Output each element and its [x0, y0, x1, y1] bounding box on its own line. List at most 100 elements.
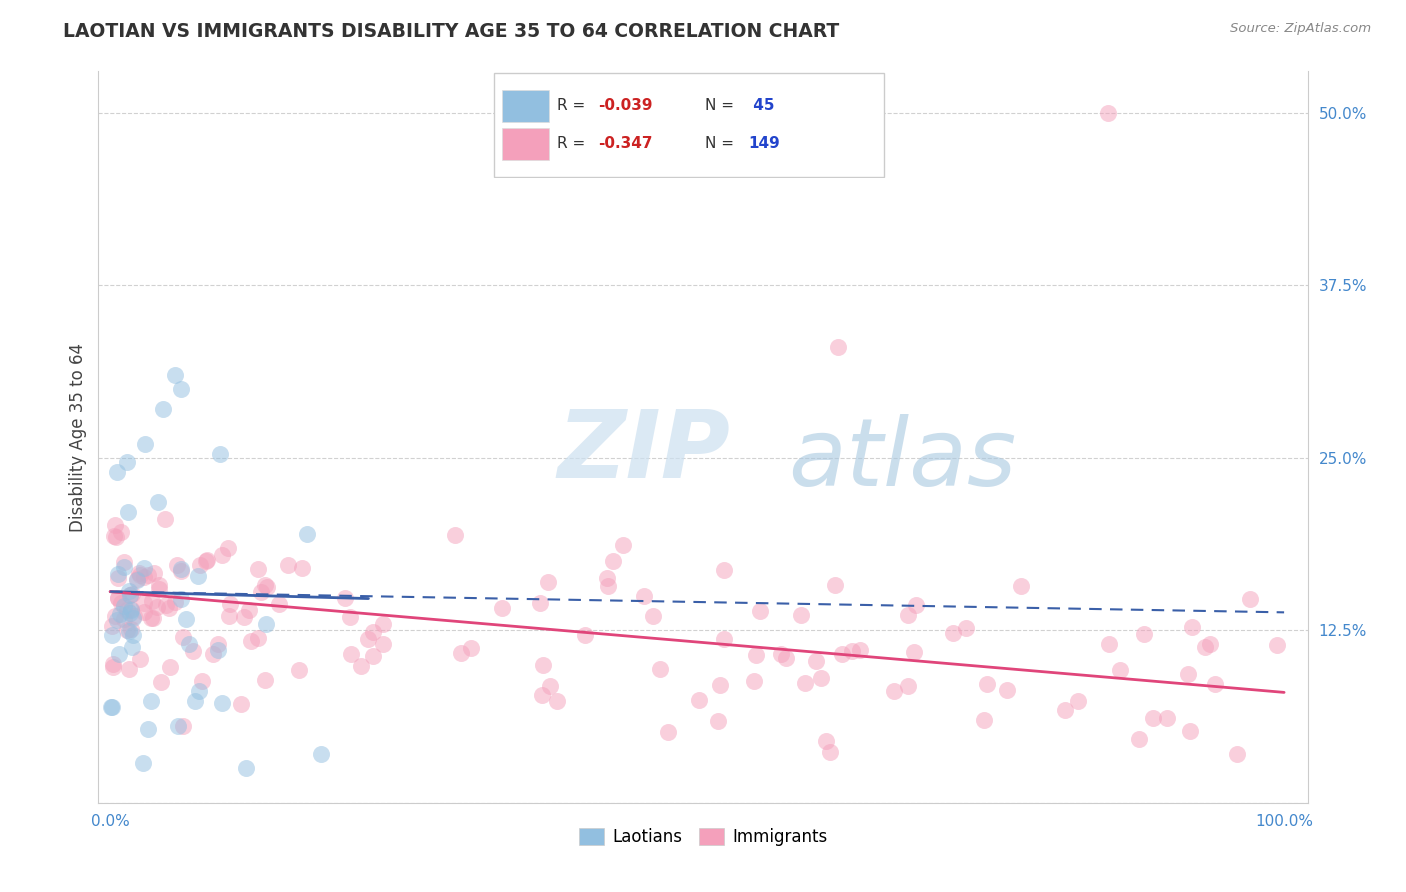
- Point: [107, 566, 129, 581]
- Point: [648, 661, 671, 675]
- Point: [973, 713, 995, 727]
- Point: [596, 571, 619, 585]
- Point: [794, 676, 817, 690]
- Point: [115, 623, 138, 637]
- Point: [1265, 639, 1288, 653]
- Text: 149: 149: [748, 136, 780, 151]
- Point: [742, 674, 765, 689]
- Point: [538, 679, 561, 693]
- Text: atlas: atlas: [787, 414, 1017, 505]
- Point: [361, 625, 384, 640]
- Point: [267, 597, 290, 611]
- Text: LAOTIAN VS IMMIGRANTS DISABILITY AGE 35 TO 64 CORRELATION CHART: LAOTIAN VS IMMIGRANTS DISABILITY AGE 35 …: [63, 22, 839, 41]
- Point: [169, 591, 191, 606]
- Point: [1156, 710, 1178, 724]
- Point: [1098, 637, 1121, 651]
- Point: [134, 605, 156, 619]
- Point: [128, 652, 150, 666]
- Point: [815, 734, 838, 748]
- Point: [129, 567, 152, 582]
- Point: [100, 699, 122, 714]
- Point: [238, 602, 260, 616]
- Point: [253, 673, 276, 688]
- Point: [157, 600, 180, 615]
- Point: [219, 597, 242, 611]
- Point: [1128, 731, 1150, 746]
- Point: [744, 648, 766, 662]
- Text: R =: R =: [557, 98, 585, 113]
- Point: [127, 572, 149, 586]
- Point: [841, 644, 863, 658]
- Point: [217, 541, 239, 555]
- Point: [239, 634, 262, 648]
- Point: [1142, 711, 1164, 725]
- Y-axis label: Disability Age 35 to 64: Disability Age 35 to 64: [69, 343, 87, 532]
- Point: [1204, 677, 1226, 691]
- Point: [1239, 592, 1261, 607]
- Point: [491, 600, 513, 615]
- Point: [118, 588, 141, 602]
- Point: [148, 582, 170, 597]
- Point: [139, 693, 162, 707]
- Point: [127, 573, 149, 587]
- Point: [450, 646, 472, 660]
- Point: [121, 587, 143, 601]
- Point: [1133, 627, 1156, 641]
- Point: [134, 596, 156, 610]
- Point: [166, 719, 188, 733]
- Point: [155, 598, 177, 612]
- Point: [142, 611, 165, 625]
- Point: [256, 580, 278, 594]
- Point: [150, 675, 173, 690]
- Point: [1226, 747, 1249, 762]
- Point: [187, 568, 209, 582]
- Point: [188, 558, 211, 573]
- Text: Source: ZipAtlas.com: Source: ZipAtlas.com: [1230, 22, 1371, 36]
- Point: [115, 455, 138, 469]
- Point: [657, 724, 679, 739]
- Point: [172, 718, 194, 732]
- Point: [903, 645, 925, 659]
- Point: [207, 637, 229, 651]
- Point: [139, 610, 162, 624]
- Point: [120, 623, 142, 637]
- Point: [1053, 703, 1076, 717]
- Point: [363, 648, 385, 663]
- Point: [297, 527, 319, 541]
- Text: -0.347: -0.347: [599, 136, 652, 151]
- Point: [101, 660, 124, 674]
- Point: [707, 714, 730, 728]
- Point: [820, 745, 842, 759]
- Point: [169, 382, 191, 396]
- Point: [883, 683, 905, 698]
- Point: [101, 628, 124, 642]
- Point: [122, 609, 145, 624]
- FancyBboxPatch shape: [494, 73, 884, 177]
- Point: [1180, 724, 1202, 739]
- Point: [824, 578, 846, 592]
- Point: [202, 647, 225, 661]
- Point: [176, 611, 198, 625]
- Point: [105, 465, 128, 479]
- Point: [790, 608, 813, 623]
- Point: [311, 747, 333, 762]
- Point: [897, 608, 920, 623]
- Point: [831, 647, 853, 661]
- Point: [114, 612, 136, 626]
- Point: [602, 554, 624, 568]
- Point: [134, 437, 156, 451]
- Point: [942, 625, 965, 640]
- Point: [103, 529, 125, 543]
- Point: [688, 693, 710, 707]
- Point: [172, 630, 194, 644]
- Point: [749, 604, 772, 618]
- Point: [132, 569, 155, 583]
- Point: [136, 568, 159, 582]
- Point: [246, 631, 269, 645]
- Point: [208, 447, 231, 461]
- Text: ZIP: ZIP: [558, 406, 731, 498]
- Point: [995, 682, 1018, 697]
- Text: -0.039: -0.039: [599, 98, 652, 113]
- Point: [101, 657, 124, 671]
- Point: [117, 603, 139, 617]
